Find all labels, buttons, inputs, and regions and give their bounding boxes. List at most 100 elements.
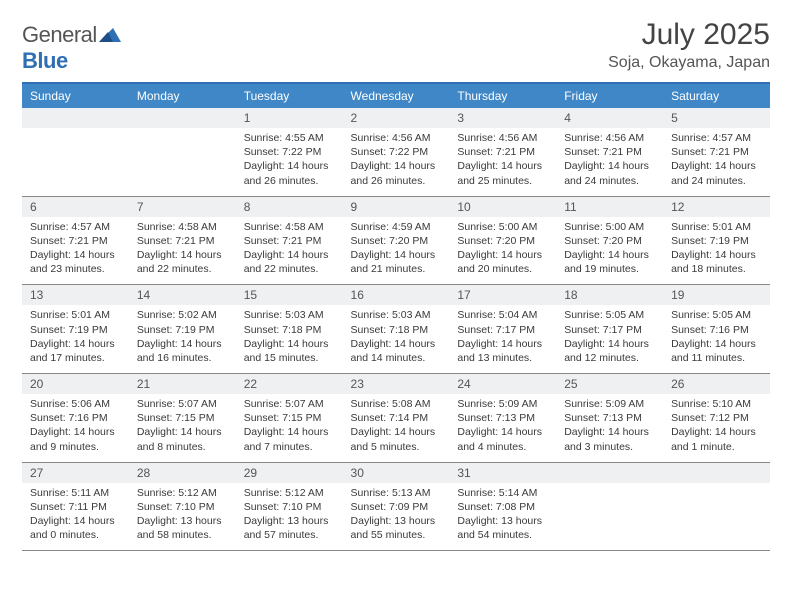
day-number: 5 [663, 108, 770, 128]
day-number: 6 [22, 197, 129, 217]
calendar-cell: 6Sunrise: 4:57 AMSunset: 7:21 PMDaylight… [22, 196, 129, 285]
calendar-cell [129, 108, 236, 196]
day-details: Sunrise: 4:58 AMSunset: 7:21 PMDaylight:… [129, 217, 236, 285]
day-number: 30 [343, 463, 450, 483]
calendar-cell [556, 462, 663, 551]
weekday-header: Monday [129, 84, 236, 108]
calendar-cell: 15Sunrise: 5:03 AMSunset: 7:18 PMDayligh… [236, 285, 343, 374]
day-number: 22 [236, 374, 343, 394]
brand-part2: Blue [22, 48, 68, 73]
day-number: 15 [236, 285, 343, 305]
calendar-cell: 17Sunrise: 5:04 AMSunset: 7:17 PMDayligh… [449, 285, 556, 374]
day-details-empty [22, 128, 129, 186]
calendar-cell: 5Sunrise: 4:57 AMSunset: 7:21 PMDaylight… [663, 108, 770, 196]
weekday-header: Thursday [449, 84, 556, 108]
day-number: 24 [449, 374, 556, 394]
calendar-week-row: 13Sunrise: 5:01 AMSunset: 7:19 PMDayligh… [22, 285, 770, 374]
day-number: 17 [449, 285, 556, 305]
day-details: Sunrise: 5:13 AMSunset: 7:09 PMDaylight:… [343, 483, 450, 551]
day-number-empty [129, 108, 236, 128]
calendar-cell: 10Sunrise: 5:00 AMSunset: 7:20 PMDayligh… [449, 196, 556, 285]
calendar-cell: 18Sunrise: 5:05 AMSunset: 7:17 PMDayligh… [556, 285, 663, 374]
location-text: Soja, Okayama, Japan [608, 54, 770, 72]
calendar-cell: 12Sunrise: 5:01 AMSunset: 7:19 PMDayligh… [663, 196, 770, 285]
calendar-table: SundayMondayTuesdayWednesdayThursdayFrid… [22, 84, 770, 551]
calendar-cell: 4Sunrise: 4:56 AMSunset: 7:21 PMDaylight… [556, 108, 663, 196]
calendar-cell: 13Sunrise: 5:01 AMSunset: 7:19 PMDayligh… [22, 285, 129, 374]
day-number: 19 [663, 285, 770, 305]
day-number: 29 [236, 463, 343, 483]
day-details: Sunrise: 5:00 AMSunset: 7:20 PMDaylight:… [556, 217, 663, 285]
calendar-cell: 22Sunrise: 5:07 AMSunset: 7:15 PMDayligh… [236, 374, 343, 463]
day-number: 1 [236, 108, 343, 128]
calendar-cell: 19Sunrise: 5:05 AMSunset: 7:16 PMDayligh… [663, 285, 770, 374]
day-details: Sunrise: 5:02 AMSunset: 7:19 PMDaylight:… [129, 305, 236, 373]
day-number: 18 [556, 285, 663, 305]
weekday-header: Friday [556, 84, 663, 108]
day-details: Sunrise: 5:14 AMSunset: 7:08 PMDaylight:… [449, 483, 556, 551]
day-details: Sunrise: 5:12 AMSunset: 7:10 PMDaylight:… [236, 483, 343, 551]
calendar-header-row: SundayMondayTuesdayWednesdayThursdayFrid… [22, 84, 770, 108]
day-details: Sunrise: 5:10 AMSunset: 7:12 PMDaylight:… [663, 394, 770, 462]
brand-logo: GeneralBlue [22, 22, 121, 74]
day-number: 27 [22, 463, 129, 483]
calendar-cell: 30Sunrise: 5:13 AMSunset: 7:09 PMDayligh… [343, 462, 450, 551]
calendar-cell: 24Sunrise: 5:09 AMSunset: 7:13 PMDayligh… [449, 374, 556, 463]
day-number: 13 [22, 285, 129, 305]
day-number: 3 [449, 108, 556, 128]
day-number: 4 [556, 108, 663, 128]
weekday-header: Sunday [22, 84, 129, 108]
page-title: July 2025 [608, 18, 770, 52]
calendar-cell [663, 462, 770, 551]
day-details-empty [663, 483, 770, 541]
day-details: Sunrise: 4:57 AMSunset: 7:21 PMDaylight:… [22, 217, 129, 285]
day-details: Sunrise: 5:05 AMSunset: 7:16 PMDaylight:… [663, 305, 770, 373]
calendar-cell: 26Sunrise: 5:10 AMSunset: 7:12 PMDayligh… [663, 374, 770, 463]
day-number-empty [22, 108, 129, 128]
day-number: 23 [343, 374, 450, 394]
day-details: Sunrise: 5:09 AMSunset: 7:13 PMDaylight:… [556, 394, 663, 462]
weekday-header: Saturday [663, 84, 770, 108]
day-details: Sunrise: 4:56 AMSunset: 7:21 PMDaylight:… [556, 128, 663, 196]
calendar-cell: 7Sunrise: 4:58 AMSunset: 7:21 PMDaylight… [129, 196, 236, 285]
day-details: Sunrise: 5:08 AMSunset: 7:14 PMDaylight:… [343, 394, 450, 462]
calendar-cell: 23Sunrise: 5:08 AMSunset: 7:14 PMDayligh… [343, 374, 450, 463]
day-details: Sunrise: 5:01 AMSunset: 7:19 PMDaylight:… [663, 217, 770, 285]
day-details-empty [556, 483, 663, 541]
day-number: 28 [129, 463, 236, 483]
day-number: 7 [129, 197, 236, 217]
day-details: Sunrise: 5:12 AMSunset: 7:10 PMDaylight:… [129, 483, 236, 551]
day-number: 26 [663, 374, 770, 394]
calendar-week-row: 1Sunrise: 4:55 AMSunset: 7:22 PMDaylight… [22, 108, 770, 196]
day-number: 2 [343, 108, 450, 128]
brand-mark-icon [99, 22, 121, 48]
day-details: Sunrise: 5:11 AMSunset: 7:11 PMDaylight:… [22, 483, 129, 551]
calendar-cell: 21Sunrise: 5:07 AMSunset: 7:15 PMDayligh… [129, 374, 236, 463]
calendar-cell [22, 108, 129, 196]
day-details: Sunrise: 5:09 AMSunset: 7:13 PMDaylight:… [449, 394, 556, 462]
day-details: Sunrise: 4:59 AMSunset: 7:20 PMDaylight:… [343, 217, 450, 285]
day-details: Sunrise: 5:00 AMSunset: 7:20 PMDaylight:… [449, 217, 556, 285]
day-number: 31 [449, 463, 556, 483]
weekday-header: Tuesday [236, 84, 343, 108]
day-details: Sunrise: 5:03 AMSunset: 7:18 PMDaylight:… [236, 305, 343, 373]
day-number: 10 [449, 197, 556, 217]
calendar-cell: 25Sunrise: 5:09 AMSunset: 7:13 PMDayligh… [556, 374, 663, 463]
day-number: 11 [556, 197, 663, 217]
day-number: 21 [129, 374, 236, 394]
day-details: Sunrise: 5:07 AMSunset: 7:15 PMDaylight:… [129, 394, 236, 462]
day-details: Sunrise: 5:05 AMSunset: 7:17 PMDaylight:… [556, 305, 663, 373]
calendar-cell: 31Sunrise: 5:14 AMSunset: 7:08 PMDayligh… [449, 462, 556, 551]
day-details: Sunrise: 5:01 AMSunset: 7:19 PMDaylight:… [22, 305, 129, 373]
day-number: 9 [343, 197, 450, 217]
calendar-cell: 8Sunrise: 4:58 AMSunset: 7:21 PMDaylight… [236, 196, 343, 285]
calendar-cell: 2Sunrise: 4:56 AMSunset: 7:22 PMDaylight… [343, 108, 450, 196]
brand-text: GeneralBlue [22, 22, 121, 74]
day-number: 16 [343, 285, 450, 305]
day-details: Sunrise: 4:56 AMSunset: 7:22 PMDaylight:… [343, 128, 450, 196]
day-details: Sunrise: 5:03 AMSunset: 7:18 PMDaylight:… [343, 305, 450, 373]
calendar-cell: 20Sunrise: 5:06 AMSunset: 7:16 PMDayligh… [22, 374, 129, 463]
day-number: 14 [129, 285, 236, 305]
day-details: Sunrise: 4:58 AMSunset: 7:21 PMDaylight:… [236, 217, 343, 285]
calendar-cell: 29Sunrise: 5:12 AMSunset: 7:10 PMDayligh… [236, 462, 343, 551]
